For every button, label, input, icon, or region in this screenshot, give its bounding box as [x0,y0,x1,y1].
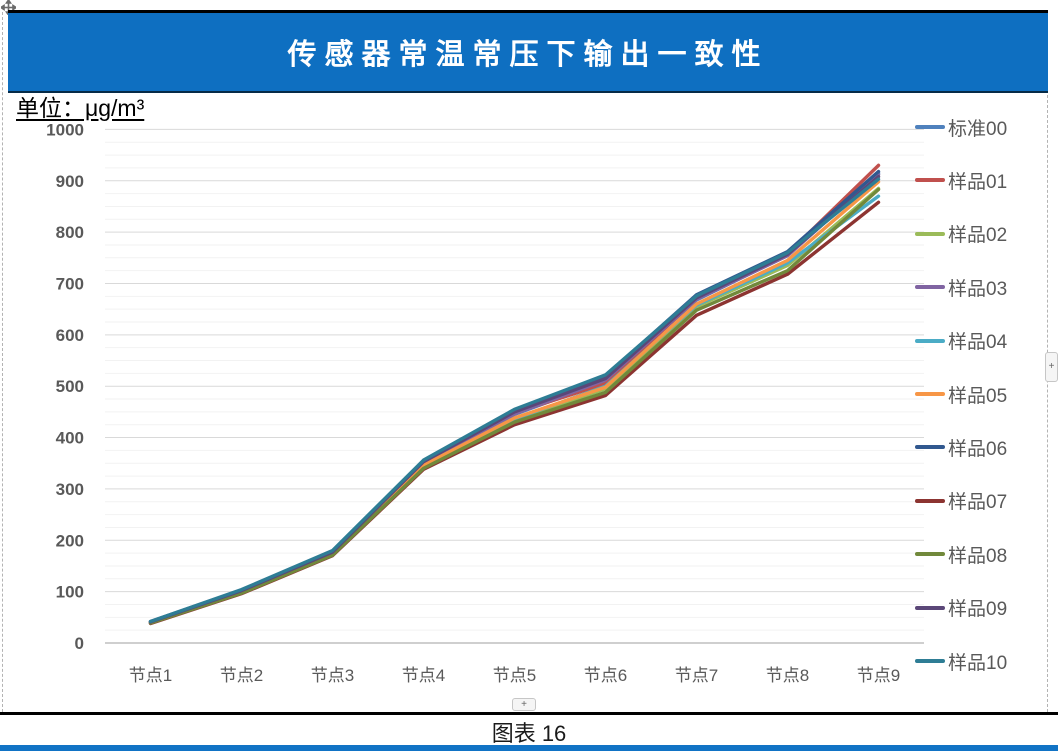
x-tick-label: 节点8 [766,666,809,685]
chart-title-banner: 传感器常温常压下输出一致性 [8,10,1048,93]
legend-item-样品08[interactable]: 样品08 [915,541,1007,567]
x-tick-label: 节点6 [584,666,627,685]
legend-label: 样品03 [948,278,1008,300]
y-tick-label: 1000 [46,120,84,139]
figure-caption: 图表 16 [491,721,567,746]
legend-swatch [915,552,945,557]
unit-label: 单位：μg/m³ [16,95,145,121]
x-tick-label: 节点3 [311,666,354,685]
caption-divider [0,712,1058,715]
chart-legend: 标准00 样品01 样品02 样品03 样品04 样品05 样品06 样品07 样品08 样品09… [915,0,1055,700]
legend-label: 标准00 [948,118,1008,140]
insert-handle-icon[interactable]: + [512,698,536,711]
legend-swatch [915,605,945,610]
legend-item-样品09[interactable]: 样品09 [915,595,1007,621]
series-line-样品03 [148,172,881,625]
y-tick-label: 200 [56,531,84,550]
y-tick-label: 400 [56,429,84,448]
legend-label: 样品10 [948,652,1008,674]
legend-label: 样品01 [948,171,1008,193]
legend-item-样品10[interactable]: 样品10 [915,648,1007,674]
legend-label: 样品08 [948,545,1008,567]
legend-swatch [915,445,945,450]
page-title: 传感器常温常压下输出一致性 [287,39,769,71]
legend-item-样品03[interactable]: 样品03 [915,274,1007,300]
x-tick-label: 节点5 [493,666,536,685]
x-tick-label: 节点4 [402,666,445,685]
legend-label: 样品04 [948,332,1008,354]
series-line-样品06 [148,169,881,624]
legend-label: 样品06 [948,438,1008,460]
y-tick-label: 0 [75,634,84,653]
series-line-标准00 [148,171,881,625]
series-line-样品10 [148,177,881,624]
legend-label: 样品05 [948,385,1008,407]
legend-swatch [915,125,945,129]
legend-swatch [915,178,945,183]
x-tick-label: 节点7 [675,666,718,685]
legend-swatch [915,285,945,290]
legend-label: 样品09 [948,599,1008,621]
selection-border-left [2,12,3,712]
legend-swatch [915,498,945,503]
legend-label: 样品07 [948,492,1008,514]
y-tick-label: 600 [56,326,84,345]
bottom-blue-strip [0,745,1058,751]
legend-item-样品05[interactable]: 样品05 [915,381,1007,407]
series-line-样品08 [148,187,881,625]
x-tick-label: 节点2 [220,666,263,685]
y-tick-label: 900 [56,172,84,191]
y-tick-label: 500 [56,377,84,396]
legend-item-标准00[interactable]: 标准00 [915,114,1007,140]
side-insert-handle-icon[interactable]: + [1045,352,1058,382]
series-line-样品05 [148,180,881,625]
y-tick-label: 300 [56,480,84,499]
series-line-样品02 [148,186,881,625]
y-tick-label: 800 [56,223,84,242]
legend-swatch [915,231,945,236]
legend-swatch [915,338,945,343]
y-tick-label: 100 [56,583,84,602]
legend-item-样品06[interactable]: 样品06 [915,434,1007,460]
legend-item-样品02[interactable]: 样品02 [915,221,1007,247]
legend-item-样品04[interactable]: 样品04 [915,328,1007,354]
y-tick-label: 700 [56,274,84,293]
x-tick-label: 节点9 [857,666,900,685]
legend-label: 样品02 [948,225,1008,247]
legend-swatch [915,392,945,396]
selection-border-right [1047,90,1048,712]
x-tick-label: 节点1 [129,666,172,685]
legend-item-样品01[interactable]: 样品01 [915,167,1007,193]
legend-swatch [915,659,945,663]
legend-item-样品07[interactable]: 样品07 [915,488,1007,514]
